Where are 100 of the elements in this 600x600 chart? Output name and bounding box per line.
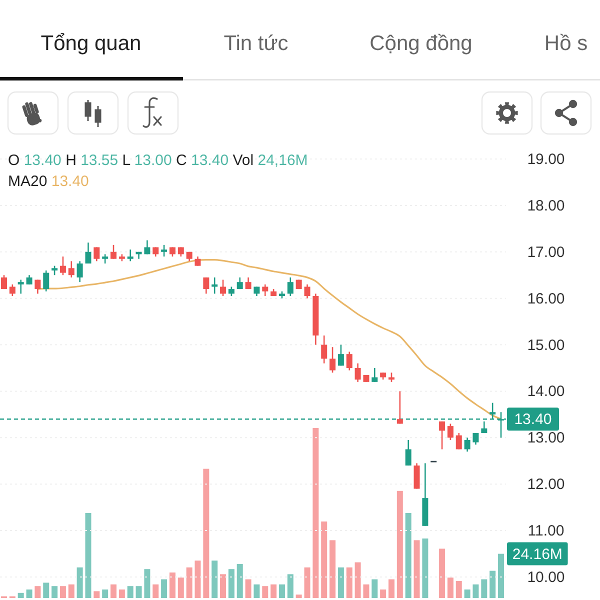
bar [152, 584, 159, 598]
candlestick [110, 244, 117, 260]
candlestick [144, 240, 150, 255]
candlestick [228, 286, 234, 297]
bar [34, 586, 41, 598]
candlestick [161, 244, 168, 258]
bar [270, 584, 277, 598]
bar [380, 590, 386, 598]
y-tick-label: 11.00 [528, 522, 564, 540]
candlestick [254, 286, 260, 297]
candlestick [203, 276, 210, 294]
candlestick [405, 439, 412, 466]
bar [422, 538, 428, 598]
bar [414, 540, 420, 598]
candlestick [178, 246, 184, 258]
ref-line-label: 13.40 [514, 410, 552, 428]
candlestick [346, 351, 352, 371]
y-tick-label: 10.00 [527, 568, 565, 586]
bar [118, 590, 125, 598]
bar [236, 564, 243, 598]
bar [498, 554, 504, 598]
bar [127, 586, 134, 598]
bar [60, 586, 66, 598]
bar [278, 584, 285, 598]
candlestick [60, 256, 66, 276]
bar [321, 522, 328, 598]
bar [26, 590, 32, 598]
text: Cộng đồng [370, 32, 472, 54]
candlestick [464, 437, 470, 452]
y-tick-label: 14.00 [527, 382, 565, 400]
bar [161, 579, 168, 598]
candlestick [304, 284, 310, 299]
y-tick-label: 16.00 [527, 290, 565, 307]
candlestick [330, 346, 336, 374]
candlestick [52, 265, 58, 276]
bar [76, 567, 83, 598]
bar [144, 569, 150, 598]
text: Tin tức [224, 32, 288, 54]
bar [363, 584, 370, 598]
y-tick-label: 12.00 [527, 476, 565, 493]
bar [287, 574, 294, 598]
bar [304, 567, 310, 598]
candlestick [354, 362, 361, 383]
bar [447, 578, 454, 598]
candlestick [43, 270, 50, 292]
y-tick-label: 15.00 [527, 336, 565, 354]
bar [212, 560, 218, 598]
y-tick-label: 17.00 [527, 243, 565, 260]
bar [490, 570, 496, 598]
candlestick [152, 246, 159, 258]
candlestick [9, 284, 16, 297]
bar [18, 592, 24, 598]
bar [262, 586, 268, 598]
bar [330, 540, 336, 598]
candlestick [169, 246, 176, 258]
bar [85, 513, 92, 598]
bar [52, 586, 58, 598]
bar [481, 579, 488, 598]
candlestick [102, 254, 108, 264]
bar [439, 548, 446, 598]
annotation: MA20 13.40 [8, 172, 89, 190]
bar [456, 581, 462, 598]
candlestick [372, 367, 378, 383]
candlestick [472, 432, 479, 446]
text: O 13.40 H 13.55 L 13.00 C 13.40 Vol 24,16M [8, 152, 308, 168]
candlestick [414, 462, 420, 490]
candlestick [439, 420, 446, 450]
candlestick [456, 432, 462, 450]
y-tick-label: 13.00 [527, 429, 565, 446]
bar [346, 567, 352, 598]
bar [464, 590, 470, 598]
bar [169, 572, 176, 598]
bar [203, 468, 210, 598]
bar [220, 574, 226, 598]
text: Tổng quan [40, 32, 142, 54]
bar [254, 584, 260, 598]
candlestick [338, 344, 344, 366]
bar [354, 562, 361, 598]
bar [388, 579, 394, 598]
candlestick [262, 284, 268, 297]
bar [178, 578, 184, 598]
bar [396, 490, 403, 598]
bar [102, 590, 108, 598]
candlestick [85, 242, 92, 264]
text: 24.16M [512, 545, 562, 562]
candlestick [68, 260, 74, 278]
bar [228, 569, 234, 598]
bar [245, 579, 252, 598]
candlestick [321, 334, 328, 364]
bar [136, 586, 142, 598]
candlestick [194, 256, 201, 266]
bar [43, 582, 50, 598]
y-tick-label: 19.00 [527, 150, 565, 168]
candlestick [127, 248, 134, 262]
bar [472, 584, 479, 598]
candlestick [447, 423, 454, 441]
candlestick [76, 260, 83, 283]
y-tick-label: 18.00 [527, 196, 565, 214]
bar [312, 428, 319, 598]
bar [296, 594, 302, 598]
